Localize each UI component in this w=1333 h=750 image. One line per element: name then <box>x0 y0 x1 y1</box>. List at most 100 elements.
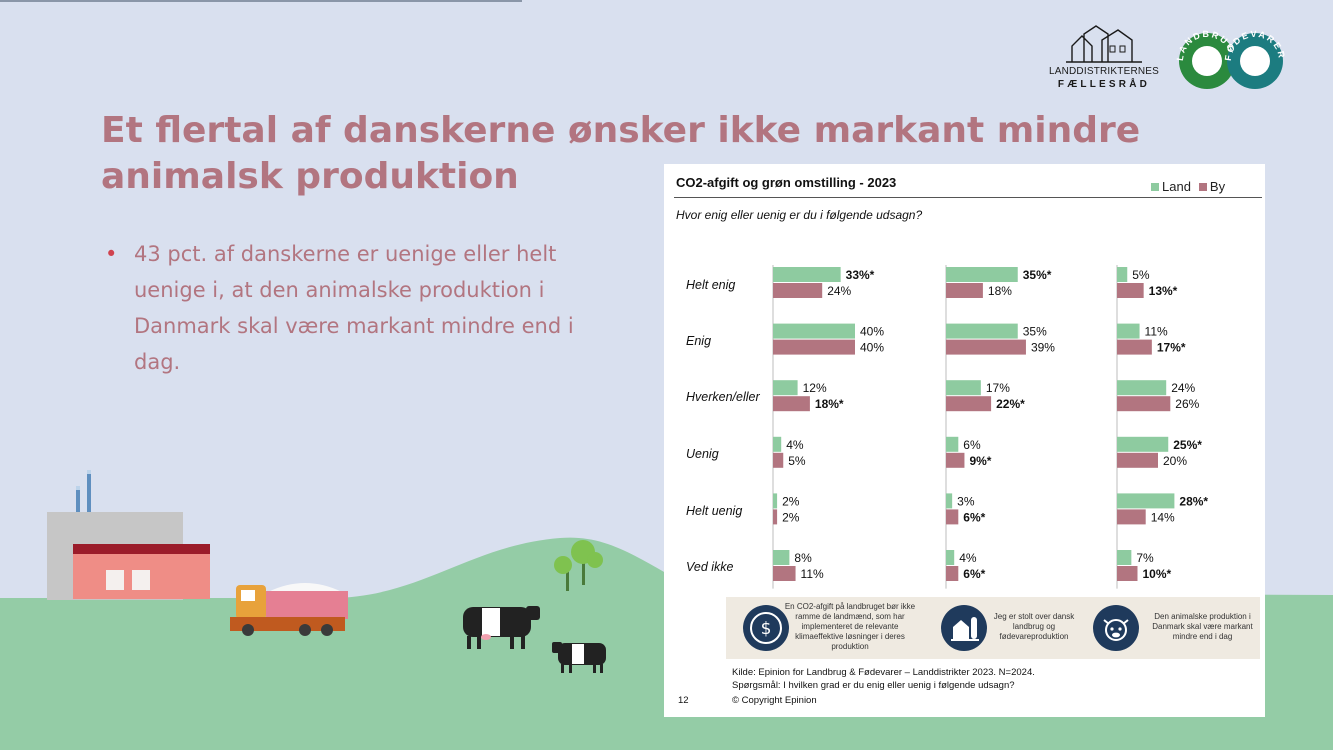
cow-large-icon <box>463 606 540 649</box>
label-panel2-by-6: 6%* <box>963 567 985 581</box>
bullet-dot-icon: • <box>105 242 118 266</box>
label-panel2-land-5: 3% <box>957 494 975 508</box>
tree-icon <box>554 540 603 591</box>
label-panel3-land-2: 11% <box>1145 325 1168 339</box>
label-panel2-land-1: 35%* <box>1023 268 1052 282</box>
label-panel3-by-3: 26% <box>1175 397 1199 411</box>
bar-panel1-by-2 <box>773 339 855 355</box>
label-panel1-land-4: 4% <box>786 438 804 452</box>
label-panel3-by-1: 13%* <box>1149 284 1178 298</box>
legend-land: Land <box>1151 179 1191 194</box>
bar-panel3-land-5 <box>1117 493 1175 509</box>
label-panel1-by-1: 24% <box>827 284 851 298</box>
bar-panel1-by-3 <box>773 396 810 412</box>
category-label-helt-enig: Helt enig <box>686 278 736 292</box>
label-panel2-land-2: 35% <box>1023 325 1047 339</box>
label-panel3-by-2: 17%* <box>1157 341 1186 355</box>
label-panel3-land-4: 25%* <box>1173 438 1202 452</box>
bar-panel1-land-2 <box>773 323 855 339</box>
legend-by: By <box>1198 179 1226 194</box>
bar-panel2-by-1 <box>946 283 983 298</box>
label-panel1-by-3: 18%* <box>815 397 844 411</box>
label-panel1-land-3: 12% <box>803 381 827 395</box>
bar-panel1-by-1 <box>773 283 823 298</box>
label-panel3-land-1: 5% <box>1132 268 1150 282</box>
legend-land-swatch <box>1151 182 1159 191</box>
label-panel2-by-2: 39% <box>1031 341 1055 355</box>
bar-panel3-by-5 <box>1117 509 1146 525</box>
page-number: 12 <box>678 695 689 706</box>
cow-icon <box>1093 605 1139 651</box>
chart-legend: Land By <box>1151 179 1233 194</box>
label-panel3-by-5: 14% <box>1151 510 1175 524</box>
legend-by-swatch <box>1198 182 1207 191</box>
bar-panel2-land-5 <box>946 493 953 509</box>
bar-panel2-by-5 <box>946 509 959 525</box>
bar-panel3-by-3 <box>1117 396 1171 412</box>
legend-by-label: By <box>1209 179 1226 194</box>
label-panel2-by-1: 18% <box>988 284 1012 298</box>
bar-panel1-by-6 <box>773 566 796 581</box>
bar-panel3-land-4 <box>1117 436 1169 452</box>
label-panel2-by-4: 9%* <box>969 454 991 468</box>
bar-panel2-land-2 <box>946 323 1018 339</box>
label-panel3-by-6: 10%* <box>1143 567 1172 581</box>
slide-title: Et flertal af danskerne ønsker ikke mark… <box>101 110 1141 197</box>
top-divider-line <box>0 0 522 2</box>
label-panel2-land-6: 4% <box>959 551 977 565</box>
label-panel1-by-6: 11% <box>801 567 824 581</box>
bar-panel3-by-2 <box>1117 339 1152 355</box>
bar-chart: 33%* 24% 40% 40% 12% 18%* 4% 5% 2% 2% 8% 11% 35%* 18%… <box>772 265 1208 589</box>
bar-panel1-land-5 <box>773 493 778 509</box>
label-panel1-land-5: 2% <box>782 494 800 508</box>
bar-panel1-land-6 <box>773 550 790 565</box>
bullet-text: 43 pct. af danskerne er uenige eller hel… <box>134 242 574 374</box>
category-label-ved-ikke: Ved ikke <box>686 560 734 574</box>
label-panel1-land-6: 8% <box>794 551 812 565</box>
chart-question: Hvor enig eller uenig er du i følgende u… <box>676 208 923 222</box>
legend-land-label: Land <box>1162 179 1191 194</box>
label-panel3-land-3: 24% <box>1171 381 1195 395</box>
chart-title: CO2-afgift og grøn omstilling - 2023 <box>676 175 897 190</box>
dollar-icon: $ <box>743 605 789 651</box>
label-panel1-by-4: 5% <box>788 454 806 468</box>
bar-panel2-by-4 <box>946 452 965 468</box>
farm-icon <box>941 605 987 651</box>
question-note: Spørgsmål: I hvilken grad er du enig ell… <box>732 680 1015 691</box>
statement-2: Jeg er stolt over dansk landbrug og føde… <box>993 612 1075 641</box>
label-panel3-land-5: 28%* <box>1179 494 1208 508</box>
chart-panel: CO2-afgift og grøn omstilling - 2023 Lan… <box>664 164 1265 717</box>
category-label-hverken-eller: Hverken/eller <box>686 390 760 404</box>
label-panel2-land-4: 6% <box>963 438 981 452</box>
label-panel1-land-2: 40% <box>860 325 884 339</box>
statement-1: En CO2-afgift på landbruget bør ikke ram… <box>784 602 916 651</box>
category-label-enig: Enig <box>686 334 712 348</box>
bar-panel3-by-1 <box>1117 283 1144 298</box>
ldf-name-line1: LANDDISTRIKTERNES <box>1048 66 1160 77</box>
category-label-uenig: Uenig <box>686 447 719 461</box>
label-panel1-land-1: 33%* <box>846 268 875 282</box>
svg-text:$: $ <box>761 619 772 639</box>
bullet-point: • 43 pct. af danskerne er uenige eller h… <box>105 236 624 380</box>
bar-panel3-by-6 <box>1117 566 1138 581</box>
source-note: Kilde: Epinion for Landbrug & Fødevarer … <box>732 667 1035 678</box>
statement-3: Den animalske produktion i Danmark skal … <box>1152 612 1253 641</box>
rings-logo-icon: LANDBRUG FØDEVARER <box>1175 29 1285 89</box>
label-panel3-by-4: 20% <box>1163 454 1187 468</box>
label-panel2-by-5: 6%* <box>963 510 985 524</box>
bar-panel1-land-3 <box>773 380 798 396</box>
label-panel3-land-6: 7% <box>1136 551 1154 565</box>
copyright-note: © Copyright Epinion <box>732 695 817 706</box>
bar-panel2-by-6 <box>946 566 959 581</box>
bar-panel1-by-5 <box>773 509 778 525</box>
bar-panel2-land-4 <box>946 436 959 452</box>
bar-panel1-land-4 <box>773 436 782 452</box>
bar-panel1-by-4 <box>773 452 784 468</box>
label-panel2-by-3: 22%* <box>996 397 1025 411</box>
bar-panel2-land-1 <box>946 267 1018 282</box>
truck-icon <box>230 583 348 636</box>
landdistrikternes-logo: LANDDISTRIKTERNES FÆLLESRÅD <box>1044 24 1164 94</box>
bar-panel3-land-6 <box>1117 550 1132 565</box>
bar-panel2-land-6 <box>946 550 955 565</box>
bar-panel3-land-2 <box>1117 323 1140 339</box>
